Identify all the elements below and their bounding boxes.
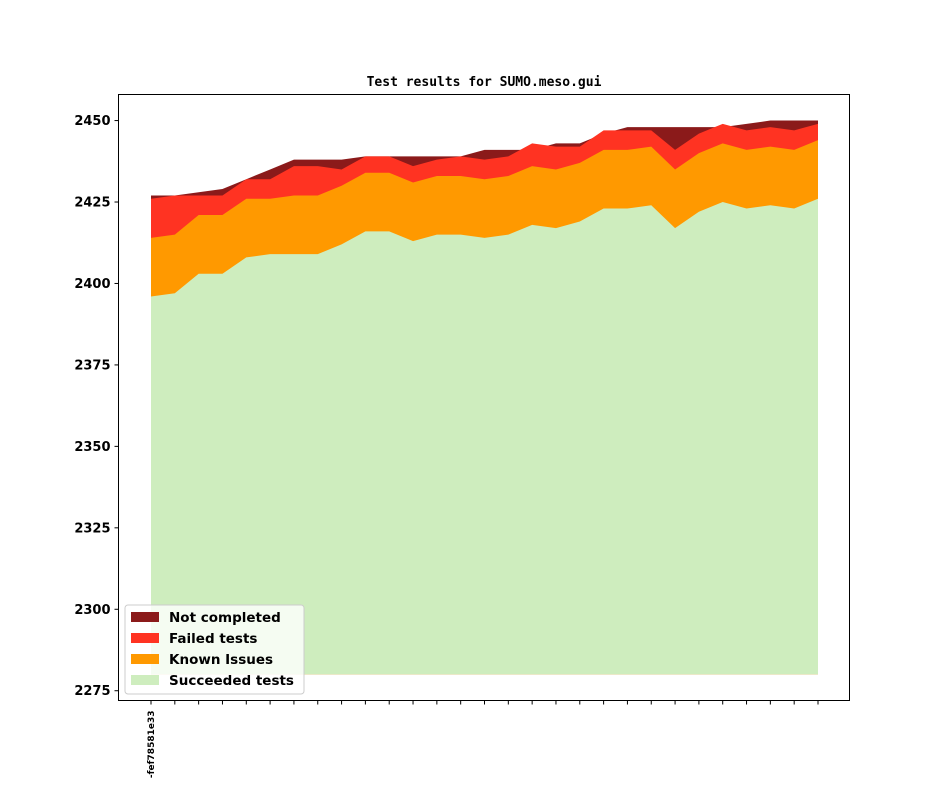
legend-swatch-succeeded-tests xyxy=(131,675,159,685)
legend-swatch-failed-tests xyxy=(131,633,159,643)
y-tick-label: 2300 xyxy=(74,603,110,618)
y-tick-label: 2375 xyxy=(74,358,110,373)
legend-swatch-not-completed xyxy=(131,612,159,622)
legend-label-failed-tests: Failed tests xyxy=(169,631,257,647)
legend: Not completed Failed tests Known Issues Suc… xyxy=(124,604,305,695)
legend-label-known-issues: Known Issues xyxy=(169,652,273,668)
chart-title: Test results for SUMO.meso.gui xyxy=(367,75,602,90)
x-axis: -fef78581e33 xyxy=(147,700,819,779)
legend-label-succeeded-tests: Succeeded tests xyxy=(169,673,294,689)
legend-swatch-known-issues xyxy=(131,654,159,664)
y-tick-label: 2450 xyxy=(74,114,110,129)
x-tick-label: -fef78581e33 xyxy=(147,711,157,779)
area-succeeded-tests xyxy=(151,198,818,675)
y-tick-label: 2425 xyxy=(74,196,110,211)
legend-label-not-completed: Not completed xyxy=(169,610,281,626)
legend-box xyxy=(124,604,305,695)
y-tick-label: 2350 xyxy=(74,440,110,455)
y-tick-label: 2275 xyxy=(74,684,110,699)
y-tick-label: 2325 xyxy=(74,521,110,536)
area-layers xyxy=(151,120,818,675)
y-axis: 2275 2300 2325 2350 2375 2400 2425 2450 xyxy=(74,114,119,699)
y-tick-label: 2400 xyxy=(74,277,110,292)
